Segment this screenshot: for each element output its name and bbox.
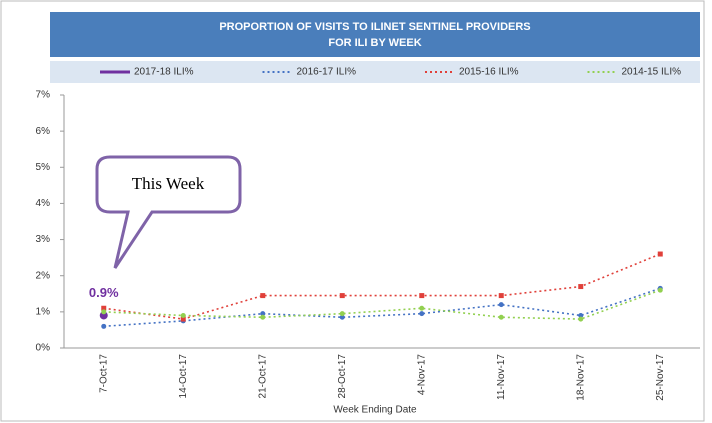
y-tick-label: 1% — [36, 306, 51, 317]
legend-label: 2017-18 ILI% — [134, 67, 194, 78]
x-axis-label: Week Ending Date — [333, 405, 417, 416]
legend-label: 2014-15 ILI% — [622, 67, 682, 78]
marker — [99, 311, 108, 320]
x-tick-label: 14-Oct-17 — [178, 354, 189, 399]
x-tick-label: 28-Oct-17 — [337, 354, 348, 399]
marker — [498, 302, 504, 308]
callout — [95, 155, 242, 269]
marker — [657, 251, 663, 257]
y-tick-label: 3% — [36, 234, 51, 245]
x-tick-label: 21-Oct-17 — [257, 354, 268, 399]
y-tick-label: 0% — [36, 343, 51, 354]
marker — [101, 323, 107, 329]
marker — [339, 311, 345, 317]
chart-title: PROPORTION OF VISITS TO ILINET SENTINEL … — [219, 21, 530, 33]
marker — [419, 305, 425, 311]
legend-box — [50, 61, 700, 83]
y-tick-label: 7% — [36, 90, 51, 101]
marker — [578, 316, 584, 322]
x-tick-label: 25-Nov-17 — [655, 354, 666, 401]
marker — [260, 311, 266, 317]
x-tick-label: 18-Nov-17 — [575, 354, 586, 401]
y-tick-label: 4% — [36, 198, 51, 209]
marker — [260, 293, 266, 299]
marker — [101, 309, 107, 315]
marker — [339, 314, 345, 320]
marker — [180, 312, 186, 318]
marker — [260, 314, 266, 320]
chart-title: FOR ILI BY WEEK — [328, 37, 421, 49]
marker — [180, 316, 186, 322]
legend-label: 2015-16 ILI% — [459, 67, 519, 78]
marker — [578, 312, 584, 318]
title-box — [50, 12, 700, 57]
y-tick-label: 2% — [36, 270, 51, 281]
y-tick-label: 5% — [36, 162, 51, 173]
series-line — [103, 287, 661, 328]
legend-label: 2016-17 ILI% — [297, 67, 357, 78]
x-tick-label: 7-Oct-17 — [98, 354, 109, 393]
marker — [578, 284, 584, 290]
y-tick-label: 6% — [36, 126, 51, 137]
x-tick-label: 11-Nov-17 — [496, 354, 507, 400]
marker — [101, 305, 107, 311]
marker — [498, 314, 504, 320]
marker — [419, 293, 425, 299]
marker — [339, 293, 345, 299]
marker — [657, 287, 663, 293]
x-tick-label: 4-Nov-17 — [416, 354, 427, 396]
marker — [419, 311, 425, 317]
marker — [498, 293, 504, 299]
annotation: This Week — [132, 174, 205, 193]
value-label: 0.9% — [89, 285, 119, 300]
